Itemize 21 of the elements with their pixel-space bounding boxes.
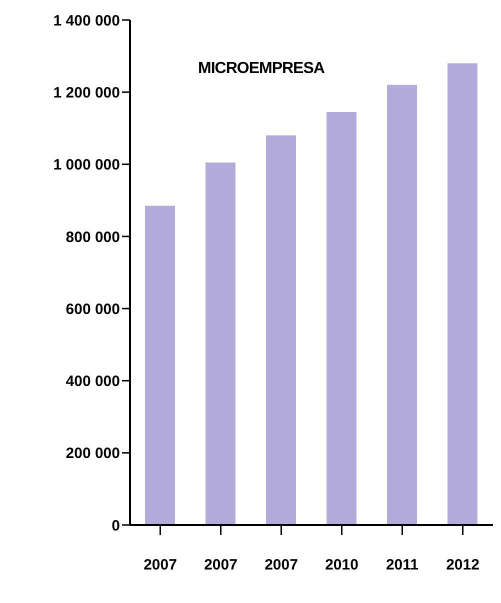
y-tick-label: 1 200 000 (53, 84, 120, 102)
x-tick-label: 2007 (264, 556, 298, 574)
y-tick-label: 600 000 (66, 300, 120, 318)
bar (145, 206, 175, 525)
bar (206, 162, 236, 525)
y-tick-label: 400 000 (66, 373, 120, 390)
bar (387, 84, 417, 525)
bar (266, 135, 296, 525)
bar (326, 112, 356, 525)
x-tick-label: 2007 (144, 556, 177, 574)
bar (448, 63, 478, 525)
y-tick-label: 1 000 000 (53, 156, 120, 174)
y-tick-label: 200 000 (66, 445, 120, 462)
y-tick-label: 0 (112, 517, 120, 534)
x-tick-label: 2012 (446, 556, 480, 574)
x-tick-label: 2007 (204, 556, 238, 574)
x-tick-label: 2011 (386, 556, 419, 574)
y-tick-label: 1 400 000 (53, 12, 120, 30)
x-tick-label: 2010 (325, 556, 358, 574)
y-tick-label: 800 000 (66, 228, 120, 246)
text: MICROEMPRESA (198, 60, 324, 78)
